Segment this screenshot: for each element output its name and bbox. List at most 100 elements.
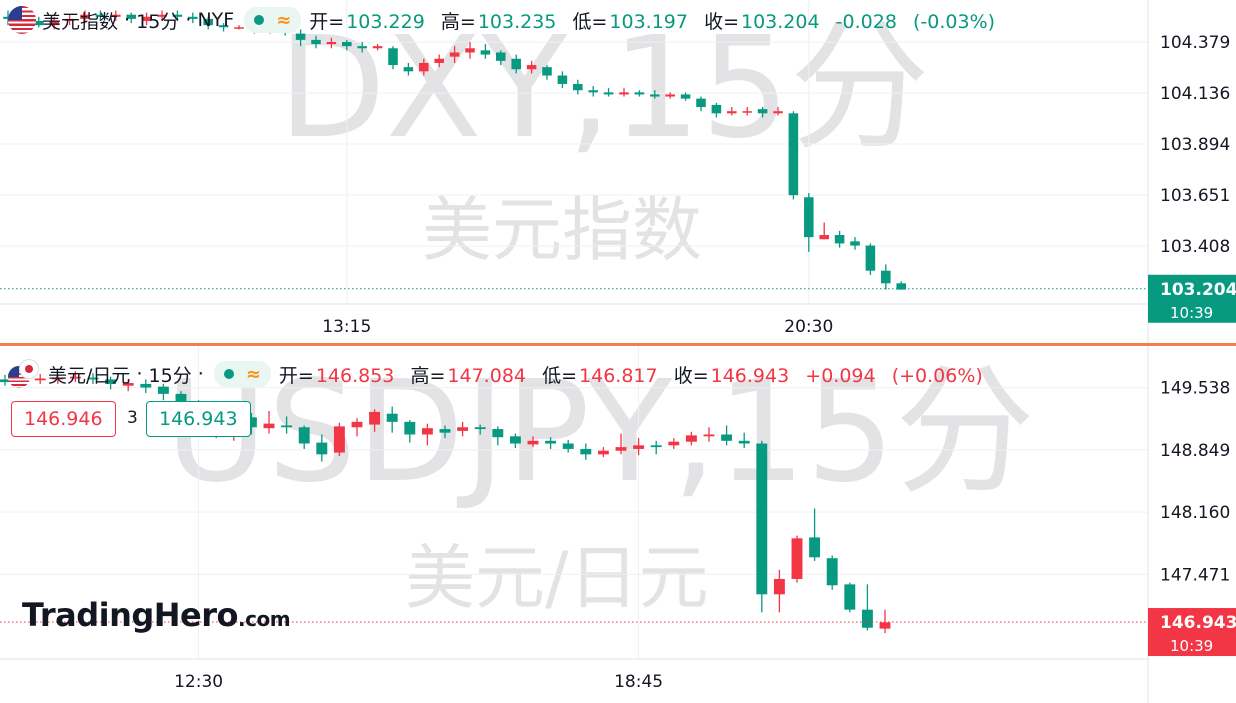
candle-body[interactable] bbox=[597, 450, 609, 455]
dxy-interval[interactable]: 15分 bbox=[136, 10, 180, 33]
candle-body[interactable] bbox=[245, 417, 257, 428]
candle-body[interactable] bbox=[773, 111, 783, 114]
candle-body[interactable] bbox=[721, 434, 733, 441]
candle-body[interactable] bbox=[295, 33, 306, 40]
candle-body[interactable] bbox=[298, 427, 310, 444]
candle-body[interactable] bbox=[474, 427, 486, 430]
candle-body[interactable] bbox=[234, 27, 244, 29]
candle-body[interactable] bbox=[527, 440, 539, 445]
candle-body[interactable] bbox=[419, 62, 429, 72]
candle-body[interactable] bbox=[861, 609, 873, 628]
usdjpy-symbol[interactable]: 美元/日元 bbox=[48, 364, 131, 387]
candle-body[interactable] bbox=[685, 435, 697, 442]
candle-body[interactable] bbox=[175, 393, 187, 402]
candle-body[interactable] bbox=[449, 52, 460, 57]
candle-body[interactable] bbox=[526, 65, 537, 70]
candle-body[interactable] bbox=[388, 48, 398, 66]
candle-body[interactable] bbox=[809, 537, 821, 558]
candle-body[interactable] bbox=[496, 52, 506, 61]
candle-body[interactable] bbox=[141, 16, 152, 21]
candle-body[interactable] bbox=[263, 423, 275, 429]
candle-body[interactable] bbox=[703, 434, 715, 437]
candle-body[interactable] bbox=[342, 41, 352, 47]
candle-body[interactable] bbox=[711, 104, 722, 114]
candle-body[interactable] bbox=[865, 245, 876, 271]
candle-body[interactable] bbox=[881, 270, 891, 284]
candle-body[interactable] bbox=[351, 421, 363, 428]
candle-body[interactable] bbox=[879, 622, 891, 629]
candle-body[interactable] bbox=[157, 386, 169, 394]
candle-body[interactable] bbox=[668, 441, 680, 446]
usdjpy-interval[interactable]: 15分 bbox=[148, 364, 192, 387]
candle-body[interactable] bbox=[756, 443, 768, 595]
sell-price-button[interactable]: 146.946 bbox=[11, 401, 116, 437]
candle-body[interactable] bbox=[791, 538, 803, 579]
candle-body[interactable] bbox=[122, 383, 134, 386]
candle-body[interactable] bbox=[844, 584, 856, 610]
candle-body[interactable] bbox=[819, 235, 829, 240]
candle-body[interactable] bbox=[439, 429, 451, 433]
candle-body[interactable] bbox=[49, 20, 59, 26]
usdjpy-status-pill[interactable]: ≈ bbox=[213, 361, 271, 387]
candle-body[interactable] bbox=[69, 376, 81, 379]
candle-body[interactable] bbox=[333, 426, 345, 453]
candle-body[interactable] bbox=[896, 283, 906, 290]
candle-body[interactable] bbox=[421, 428, 433, 435]
candle-body[interactable] bbox=[738, 440, 750, 444]
dxy-chart-pane[interactable]: DXY,15分 美元指数 13:15 20:30 104.379 104.136 103… bbox=[0, 0, 1236, 346]
candle-body[interactable] bbox=[311, 39, 321, 45]
candle-body[interactable] bbox=[573, 83, 583, 91]
candle-body[interactable] bbox=[773, 578, 785, 595]
candle-body[interactable] bbox=[826, 558, 838, 586]
dxy-status-pill[interactable]: ≈ bbox=[244, 7, 302, 33]
candle-body[interactable] bbox=[492, 429, 504, 438]
usdjpy-candlestick-chart[interactable]: 12:30 18:45 149.538 148.849 148.160 147.471 14… bbox=[0, 346, 1236, 703]
candle-body[interactable] bbox=[480, 50, 491, 55]
candle-body[interactable] bbox=[650, 94, 660, 97]
candle-body[interactable] bbox=[757, 109, 768, 114]
candle-body[interactable] bbox=[316, 442, 328, 455]
candle-body[interactable] bbox=[545, 440, 557, 444]
candle-body[interactable] bbox=[619, 92, 629, 95]
candle-body[interactable] bbox=[603, 92, 614, 95]
candle-body[interactable] bbox=[615, 447, 627, 451]
candle-body[interactable] bbox=[126, 14, 136, 19]
candle-body[interactable] bbox=[140, 383, 152, 388]
candle-body[interactable] bbox=[326, 41, 337, 45]
candle-body[interactable] bbox=[834, 235, 845, 244]
candle-body[interactable] bbox=[157, 14, 167, 17]
candle-body[interactable] bbox=[52, 377, 64, 380]
candle-body[interactable] bbox=[457, 427, 469, 431]
candle-body[interactable] bbox=[742, 111, 752, 113]
candle-body[interactable] bbox=[218, 25, 229, 28]
candle-body[interactable] bbox=[80, 14, 90, 19]
candle-body[interactable] bbox=[203, 18, 213, 26]
candle-body[interactable] bbox=[580, 448, 592, 455]
dxy-candlestick-chart[interactable]: 13:15 20:30 104.379 104.136 103.894 103.651 10… bbox=[0, 0, 1236, 346]
candle-body[interactable] bbox=[87, 377, 99, 380]
candle-body[interactable] bbox=[34, 20, 44, 26]
candle-body[interactable] bbox=[727, 111, 737, 114]
candle-body[interactable] bbox=[403, 67, 414, 72]
candle-body[interactable] bbox=[0, 379, 11, 383]
candle-body[interactable] bbox=[172, 14, 183, 17]
candle-body[interactable] bbox=[665, 94, 675, 97]
candle-body[interactable] bbox=[588, 90, 598, 93]
candle-body[interactable] bbox=[434, 58, 444, 63]
usdjpy-chart-pane[interactable]: USDJPY,15分 美元/日元 12:30 18:45 149.538 148.84… bbox=[0, 346, 1236, 703]
candle-body[interactable] bbox=[105, 379, 117, 384]
dxy-symbol[interactable]: 美元指数 bbox=[42, 10, 119, 33]
candle-body[interactable] bbox=[634, 92, 645, 95]
candle-body[interactable] bbox=[680, 94, 691, 99]
candle-body[interactable] bbox=[372, 46, 383, 49]
candle-body[interactable] bbox=[281, 425, 293, 428]
candle-body[interactable] bbox=[95, 14, 106, 17]
candle-body[interactable] bbox=[369, 411, 381, 425]
candle-body[interactable] bbox=[64, 18, 75, 21]
candle-body[interactable] bbox=[509, 436, 521, 444]
candle-body[interactable] bbox=[188, 16, 198, 19]
candle-body[interactable] bbox=[386, 413, 398, 422]
candle-body[interactable] bbox=[111, 14, 121, 17]
candle-body[interactable] bbox=[34, 378, 46, 381]
candle-body[interactable] bbox=[511, 58, 521, 70]
